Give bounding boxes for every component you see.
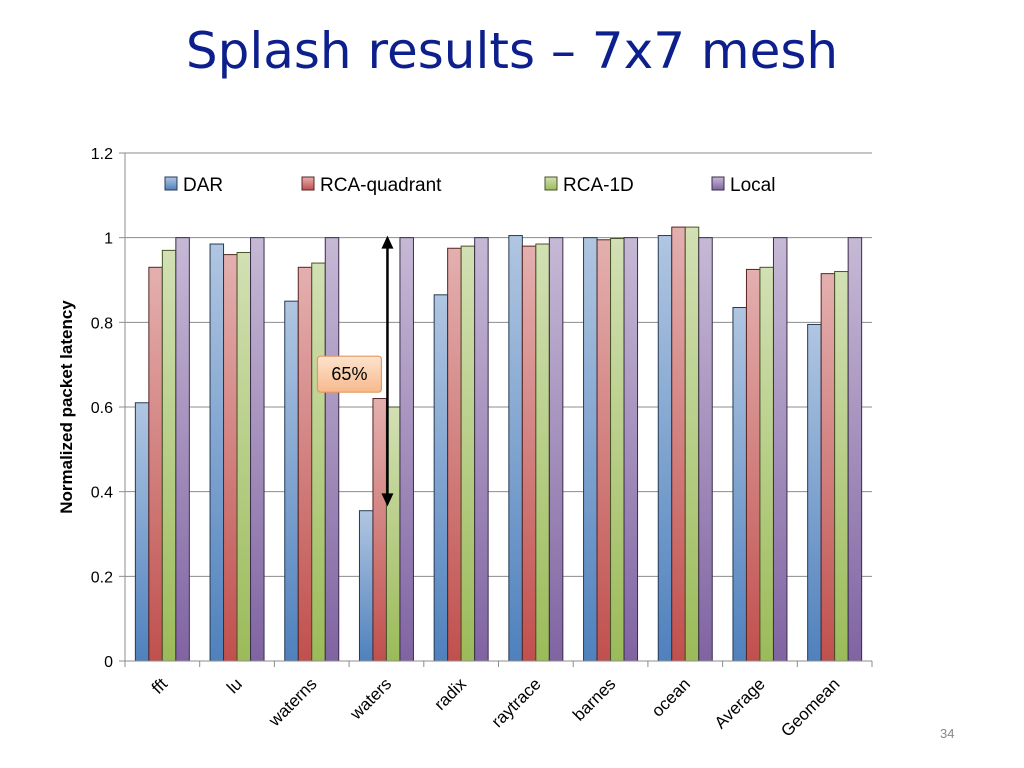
bar-local-radix (474, 237, 489, 662)
y-tick-label: 0 (104, 654, 113, 671)
page-number: 34 (940, 726, 955, 741)
bar-rca-quadrant-barnes (596, 239, 612, 662)
bar-rca-1d-geomean (834, 271, 849, 662)
legend-label: RCA-quadrant (320, 175, 442, 196)
bars (134, 226, 863, 662)
bar-rca-quadrant-geomean (820, 273, 836, 662)
y-tick-label: 1.2 (91, 146, 113, 163)
bar-rca-1d-fft (161, 249, 177, 662)
legend-label: DAR (183, 175, 223, 196)
y-tick-label: 1 (104, 231, 113, 248)
bar-rca-quadrant-lu (223, 254, 238, 662)
y-tick-label: 0.2 (91, 569, 113, 586)
callout-box (316, 355, 383, 393)
bar-dar-waterns (284, 300, 299, 662)
y-tick-label: 0.4 (91, 485, 113, 502)
bar-rca-quadrant-waterns (297, 266, 313, 662)
x-category-label: waters (346, 674, 396, 724)
bar-dar-geomean (807, 323, 822, 662)
bar-local-raytrace (548, 237, 564, 662)
bar-local-lu (250, 237, 265, 662)
bar-rca-quadrant-average (745, 268, 761, 662)
bar-rca-1d-raytrace (535, 243, 550, 662)
x-category-label: Geomean (777, 674, 843, 740)
bar-local-ocean (698, 237, 713, 662)
axes (124, 153, 873, 667)
bar-local-average (772, 237, 788, 662)
bar-dar-lu (209, 243, 225, 662)
x-category-label: waterns (264, 674, 320, 730)
bar-dar-ocean (657, 235, 673, 662)
x-category-label: fft (148, 674, 171, 697)
bar-local-waters (399, 237, 414, 662)
bar-local-fft (175, 237, 190, 662)
bar-local-barnes (623, 237, 639, 662)
bar-rca-quadrant-fft (148, 266, 163, 662)
y-tick-label: 0.8 (91, 315, 113, 332)
bar-rca-quadrant-waters (372, 398, 387, 662)
y-tick-label: 0.6 (91, 400, 113, 417)
x-category-label: radix (430, 674, 470, 714)
bar-dar-average (732, 307, 747, 662)
annotation: 65% (316, 235, 394, 507)
x-category-label: barnes (569, 674, 619, 724)
legend-label: RCA-1D (563, 175, 634, 196)
bar-rca-1d-ocean (684, 226, 700, 662)
legend-swatch-rca-1d (544, 176, 558, 191)
bar-dar-waters (358, 510, 374, 662)
arrow-head-up (381, 235, 394, 249)
bar-rca-quadrant-radix (447, 247, 462, 662)
bar-dar-radix (433, 294, 449, 662)
bar-rca-1d-radix (460, 245, 476, 662)
bar-dar-fft (134, 402, 150, 662)
y-axis-ticks: 0 0.2 0.4 0.6 0.8 1 1.2 (91, 146, 125, 671)
bar-rca-1d-waterns (311, 262, 326, 662)
legend: DAR RCA-quadrant RCA-1D Local (164, 175, 775, 196)
bar-rca-quadrant-ocean (671, 226, 686, 662)
arrow-head-down (381, 493, 394, 507)
bar-rca-1d-barnes (610, 238, 625, 662)
y-axis-title: Normalized packet latency (57, 300, 76, 514)
legend-label: Local (730, 175, 775, 196)
slide-title: Splash results – 7x7 mesh (185, 22, 839, 80)
bar-rca-1d-average (759, 266, 774, 662)
bar-local-geomean (847, 237, 863, 662)
bar-rca-quadrant-raytrace (521, 245, 537, 662)
bar-rca-1d-lu (236, 251, 252, 662)
bar-local-waterns (324, 237, 340, 662)
bar-dar-raytrace (508, 235, 523, 662)
bar-dar-barnes (583, 237, 598, 662)
x-category-label: ocean (648, 674, 694, 720)
legend-swatch-local (711, 176, 725, 191)
x-category-label: Average (711, 674, 769, 732)
x-category-label: raytrace (488, 674, 545, 731)
callout-text: 65% (331, 364, 367, 384)
x-category-label: lu (223, 674, 246, 697)
legend-swatch-dar (164, 176, 178, 191)
category-labels: fft lu waterns waters radix raytrace barnes oce… (148, 674, 844, 741)
legend-swatch-rca-quadrant (301, 176, 315, 191)
